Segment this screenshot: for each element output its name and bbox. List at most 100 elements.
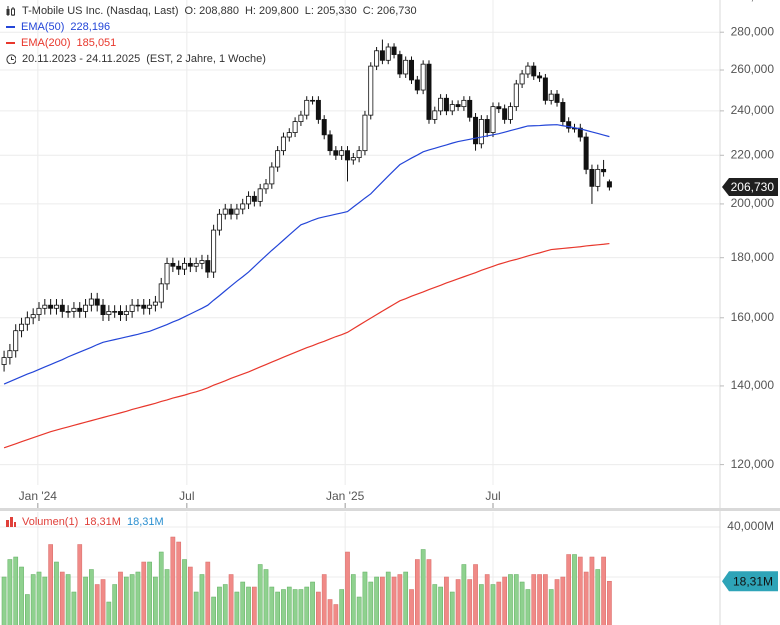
volume-bar xyxy=(548,589,554,625)
volume-bar xyxy=(577,556,583,625)
volume-bar xyxy=(281,589,286,625)
volume-bar xyxy=(566,554,572,625)
volume-bar xyxy=(345,551,350,625)
candle-body xyxy=(228,208,234,215)
candle-body xyxy=(414,79,420,91)
candle-body xyxy=(53,304,59,309)
candle-body xyxy=(362,114,368,152)
legend-swatch xyxy=(6,26,15,28)
volume-bar xyxy=(158,551,164,625)
volume-bar xyxy=(135,571,141,625)
candle-body xyxy=(409,59,415,81)
panel-separator xyxy=(0,508,780,511)
volume-bar xyxy=(123,576,129,625)
clock-icon xyxy=(6,54,16,64)
quote-item: C: 206,730 xyxy=(362,5,417,17)
candle-body xyxy=(327,134,333,152)
volume-bar xyxy=(170,536,176,625)
legend-label: EMA(200) xyxy=(21,37,71,49)
y-tick-label: 280,000 xyxy=(731,24,775,38)
candle-body xyxy=(112,311,118,313)
candle-body xyxy=(502,108,508,120)
candle-body xyxy=(13,330,19,352)
volume-bar xyxy=(42,576,48,625)
candle-body xyxy=(461,99,467,108)
volume-bar xyxy=(368,581,374,625)
volume-bar xyxy=(240,581,246,625)
candle-body xyxy=(507,106,513,120)
candle-body xyxy=(577,127,583,138)
last-volume-label: 18,31M xyxy=(733,574,773,588)
candle-body xyxy=(30,314,36,319)
volume-bar xyxy=(385,571,391,625)
volume-bar xyxy=(118,571,123,625)
candle-body xyxy=(182,262,188,270)
axis-labels: 120,000 140,000 160,000 180,000 200,000 220,0… xyxy=(19,0,778,592)
candle-body xyxy=(391,46,397,55)
volume-legend-value: 18,31M xyxy=(84,516,121,528)
volume-bar xyxy=(484,574,490,625)
candle-body xyxy=(350,157,356,161)
candle-body xyxy=(443,97,449,112)
volume-bar xyxy=(25,594,30,625)
volume-bar xyxy=(211,596,216,625)
candle-body xyxy=(152,301,158,306)
candle-body xyxy=(595,168,601,187)
candle-body xyxy=(164,262,170,285)
candle-body xyxy=(199,260,205,264)
quote-item: H: 209,800 xyxy=(244,5,299,17)
candle-body xyxy=(280,136,286,152)
last-price-label: 206,730 xyxy=(731,180,775,194)
candle-body xyxy=(589,168,595,187)
volume-bar xyxy=(444,576,449,625)
volume-bar xyxy=(339,589,345,625)
candle-body xyxy=(123,311,129,316)
volume-bar xyxy=(141,561,147,625)
candle-body xyxy=(315,99,321,120)
volume-bar xyxy=(531,574,537,625)
candle-body xyxy=(94,298,100,306)
volume-title: Volumen(1) xyxy=(22,516,79,528)
candle-body xyxy=(1,357,7,365)
volume-bar xyxy=(496,581,502,625)
candle-body xyxy=(135,304,141,307)
candle-body xyxy=(205,260,211,273)
plot xyxy=(1,39,612,625)
candle-body xyxy=(106,311,112,316)
volume-bar xyxy=(182,559,187,625)
volume-bar xyxy=(246,586,251,625)
candle-body xyxy=(310,99,316,102)
volume-bar xyxy=(286,586,292,625)
y-tick-label: 300,000 xyxy=(731,0,775,3)
candle-body xyxy=(275,150,281,168)
x-tick-label: Jul xyxy=(485,489,500,503)
candle-body xyxy=(211,229,217,273)
volume-bar xyxy=(356,596,362,625)
candle-body xyxy=(403,59,409,75)
chart-title: T-Mobile US Inc. (Nasdaq, Last) xyxy=(22,5,179,17)
quote: O: 208,880 H: 209,800 L: 205,330 C: 206,730 xyxy=(185,5,417,17)
candle-body xyxy=(298,114,304,123)
volume-bar xyxy=(502,576,507,625)
volume-bar xyxy=(473,564,478,625)
candle-body xyxy=(100,304,106,316)
candle-body xyxy=(147,304,153,309)
candle-body xyxy=(333,150,339,156)
legend-label: EMA(50) xyxy=(21,21,65,33)
legend-entry: EMA(200) 185,051 xyxy=(6,37,116,49)
volume-bar xyxy=(106,601,112,625)
volume-bar xyxy=(77,544,83,625)
candle-body xyxy=(560,102,566,123)
volume-bar xyxy=(275,591,280,625)
volume-bar xyxy=(374,576,379,625)
candle-body xyxy=(601,168,607,173)
x-tick-label: Jan '24 xyxy=(19,489,58,503)
candle-body xyxy=(513,83,519,108)
volume-bar xyxy=(36,571,42,625)
volume-bar xyxy=(89,569,94,625)
volume-legend-value: 18,31M xyxy=(126,516,164,528)
volume-bar xyxy=(153,576,158,625)
volume-bar xyxy=(199,574,205,625)
